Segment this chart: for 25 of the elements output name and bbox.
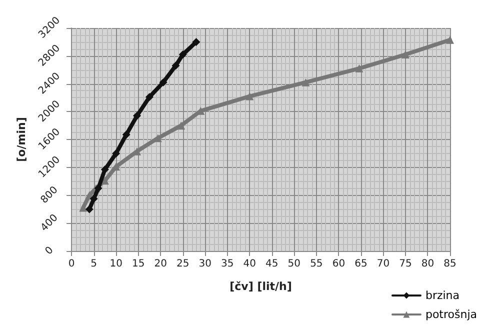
- x-tick-label: 45: [266, 258, 278, 270]
- x-tick-label: 20: [154, 258, 167, 270]
- x-tick-label: 25: [176, 258, 190, 270]
- y-tick-label: 400: [38, 212, 60, 234]
- x-tick-label: 85: [444, 258, 456, 270]
- x-tick-label: 65: [354, 258, 368, 270]
- x-tick-label: 10: [110, 258, 122, 270]
- y-axis-title: [o/min]: [15, 117, 28, 162]
- x-axis-title: [čv] [lit/h]: [230, 280, 292, 293]
- x-tick-label: 30: [198, 258, 212, 270]
- y-tick-label: 0: [43, 244, 56, 258]
- x-tick-label: 60: [332, 258, 346, 270]
- x-tick-label: 80: [421, 258, 434, 270]
- x-tick-label: 40: [243, 258, 256, 270]
- x-tick-label: 50: [288, 258, 301, 270]
- x-tick-label: 35: [221, 258, 234, 270]
- x-tick-label: 0: [68, 258, 75, 270]
- x-tick-label: 55: [310, 258, 323, 270]
- y-tick-label: 800: [38, 184, 60, 206]
- x-tick-label: 75: [399, 258, 412, 270]
- legend-label: brzina: [425, 289, 460, 302]
- x-tick-label: 15: [132, 258, 145, 270]
- x-tick-label: 70: [376, 258, 390, 270]
- x-tick-label: 5: [90, 258, 98, 270]
- legend-label: potrošnja: [425, 308, 478, 321]
